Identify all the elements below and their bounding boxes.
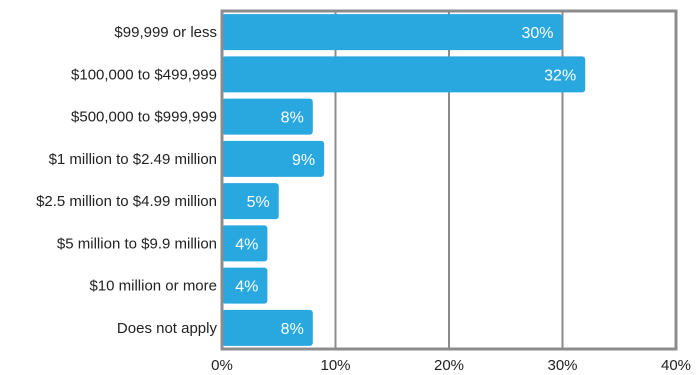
plot-border [220, 9, 678, 351]
bar-1 [222, 56, 586, 93]
bar-6 [222, 267, 268, 304]
bar-value-label-5: 4% [235, 236, 258, 253]
bar-7 [222, 309, 313, 346]
bar-0 [222, 14, 563, 51]
category-label-5: $5 million to $9.9 million [57, 235, 217, 252]
x-tick-label-20: 20% [434, 357, 464, 374]
bar-value-label-3: 9% [292, 152, 315, 169]
bar-value-label-6: 4% [235, 279, 258, 296]
x-tick-label-0: 0% [211, 357, 233, 374]
bar-3 [222, 140, 325, 177]
bar-value-label-4: 5% [247, 194, 270, 211]
bar-value-label-2: 8% [281, 110, 304, 127]
bar-value-label-1: 32% [544, 67, 576, 84]
bar-value-label-7: 8% [281, 321, 304, 338]
category-label-2: $500,000 to $999,999 [71, 109, 217, 126]
category-label-1: $100,000 to $499,999 [71, 66, 217, 83]
x-tick-labels: 0% 10% 20% 30% 40% [211, 357, 691, 374]
category-label-6: $10 million or more [89, 278, 217, 295]
bars: 30% 32% 8% 9% 5% 4% 4% 8% [222, 14, 586, 346]
plot-frame [220, 9, 678, 351]
bar-4 [222, 183, 279, 220]
x-tick-label-10: 10% [320, 357, 350, 374]
bar-value-label-0: 30% [521, 25, 553, 42]
category-label-4: $2.5 million to $4.99 million [36, 193, 217, 210]
category-label-7: Does not apply [117, 320, 218, 337]
bar-2 [222, 98, 313, 135]
category-label-3: $1 million to $2.49 million [49, 151, 217, 168]
category-label-0: $99,999 or less [114, 24, 217, 41]
bar-5 [222, 225, 268, 262]
x-tick-label-30: 30% [547, 357, 577, 374]
category-labels: $99,999 or less $100,000 to $499,999 $500,… [36, 24, 217, 337]
x-tick-label-40: 40% [661, 357, 691, 374]
